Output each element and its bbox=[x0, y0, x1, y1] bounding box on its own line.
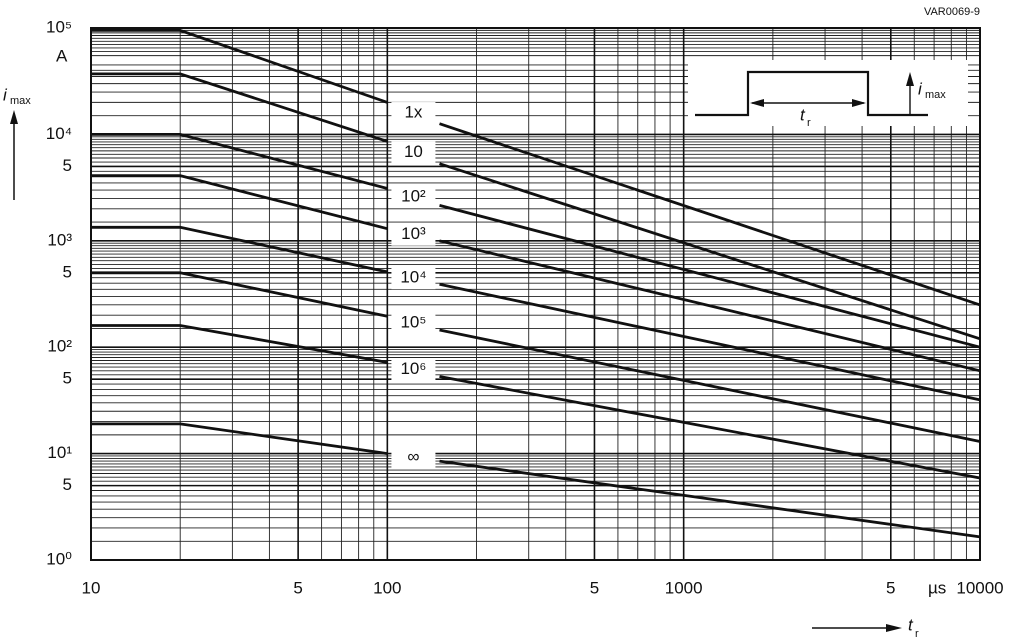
y-tick-label: 10⁴ bbox=[46, 124, 72, 143]
y-tick-label: 5 bbox=[63, 369, 72, 388]
x-label: t bbox=[908, 615, 914, 634]
curve-label-bg bbox=[391, 358, 436, 381]
chart-code: VAR0069-9 bbox=[924, 6, 980, 18]
curve-label-bg bbox=[391, 223, 436, 246]
x-label-sub: r bbox=[915, 628, 919, 640]
x-tick-label: 5 bbox=[293, 578, 302, 597]
curve bbox=[91, 225, 981, 402]
height-arrowhead bbox=[906, 72, 914, 86]
y-label: i bbox=[3, 85, 8, 104]
y-tick-label: 10⁵ bbox=[46, 17, 72, 36]
curve-label-bg bbox=[391, 446, 436, 469]
x-tick-label: 10000 bbox=[956, 578, 1003, 597]
curves: 1x 10 10² 10³ 10⁴ 10⁵ 10⁶ ∞ bbox=[91, 29, 981, 539]
curve-label-bg bbox=[391, 102, 436, 125]
inset: t r i max bbox=[688, 60, 968, 129]
curve-label: 10³ bbox=[401, 224, 426, 243]
x-arrowhead bbox=[886, 624, 902, 632]
curve-label: 1x bbox=[404, 103, 422, 122]
curve-label-bg bbox=[391, 141, 436, 164]
curve bbox=[91, 29, 981, 307]
curve bbox=[91, 422, 981, 539]
y-unit: A bbox=[56, 46, 68, 65]
y-tick-label: 10¹ bbox=[47, 443, 72, 462]
curve bbox=[91, 72, 981, 341]
inset-width-sub: r bbox=[807, 117, 811, 129]
y-tick-label: 10² bbox=[47, 337, 72, 356]
width-arrowheads bbox=[750, 99, 866, 107]
curve-label: ∞ bbox=[407, 447, 419, 466]
curve bbox=[91, 271, 981, 443]
curve-label: 10⁴ bbox=[400, 268, 426, 287]
y-arrowhead bbox=[10, 110, 18, 124]
y-label-sub: max bbox=[10, 95, 31, 107]
curve bbox=[91, 174, 981, 373]
curve-label: 10⁵ bbox=[400, 313, 426, 332]
curve-label-bg bbox=[391, 312, 436, 335]
plot-frame bbox=[90, 27, 981, 561]
x-tick-label: 5 bbox=[886, 578, 895, 597]
x-tick-label: 5 bbox=[590, 578, 599, 597]
x-unit: µs bbox=[928, 578, 946, 597]
x-tick-label: 100 bbox=[373, 578, 401, 597]
curve-label: 10² bbox=[401, 186, 426, 205]
x-tick-label: 1000 bbox=[665, 578, 703, 597]
y-tick-label: 10³ bbox=[47, 230, 72, 249]
pulse bbox=[695, 70, 928, 117]
curve-label-bg bbox=[391, 267, 436, 290]
y-tick-label: 5 bbox=[63, 262, 72, 281]
inset-height-sub: max bbox=[925, 89, 946, 101]
x-tick-label: 10 bbox=[82, 578, 101, 597]
inset-width-label: t bbox=[800, 105, 806, 124]
curve bbox=[91, 324, 981, 480]
curve-label-bg bbox=[391, 185, 436, 208]
y-tick-label: 5 bbox=[63, 156, 72, 175]
curve-label: 10⁶ bbox=[400, 359, 426, 378]
y-tick-label: 10⁰ bbox=[46, 549, 72, 568]
curve-label: 10 bbox=[404, 142, 423, 161]
curve bbox=[91, 133, 981, 349]
y-tick-label: 5 bbox=[63, 475, 72, 494]
inset-height-label: i bbox=[918, 79, 923, 98]
